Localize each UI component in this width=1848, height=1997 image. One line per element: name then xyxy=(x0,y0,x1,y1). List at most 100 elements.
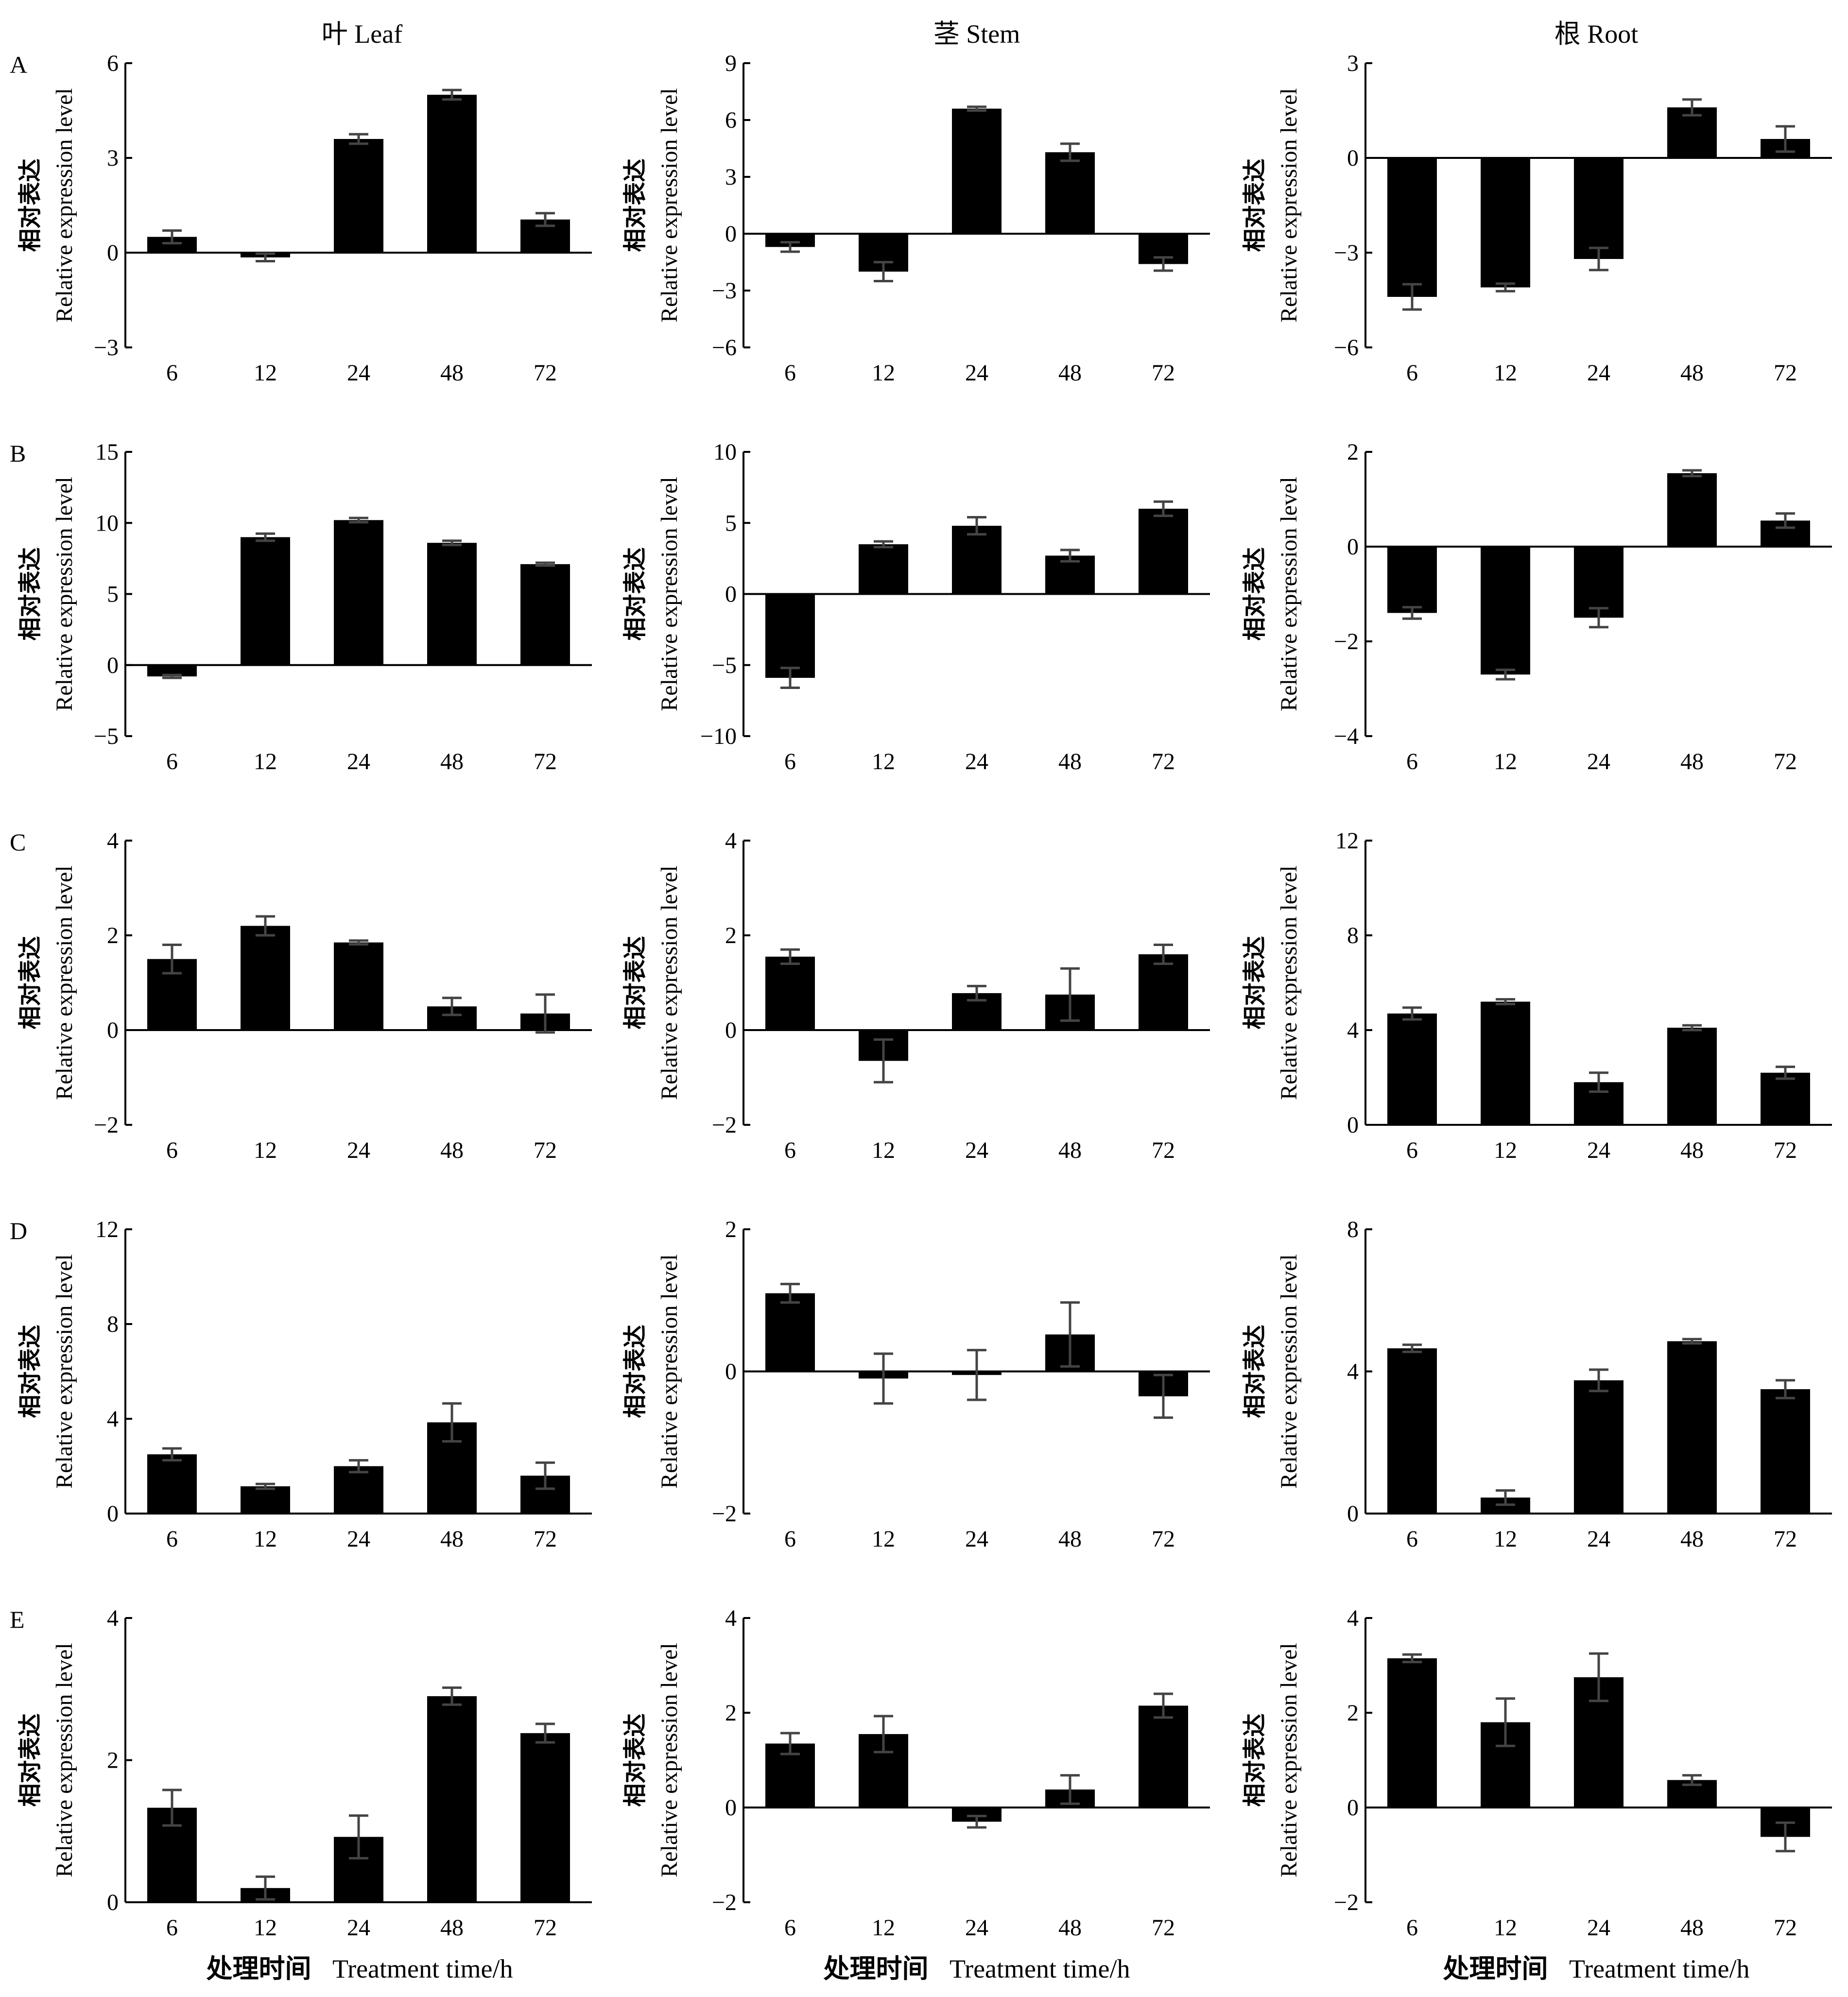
x-tick-label: 12 xyxy=(254,749,277,775)
row-letter-b: B xyxy=(10,440,26,467)
bar-24h xyxy=(1574,158,1623,259)
bar-6h xyxy=(1387,1013,1437,1125)
x-tick-label: 24 xyxy=(1587,1137,1610,1163)
error-bar xyxy=(967,1815,986,1829)
y-tick-label: 2 xyxy=(725,1217,737,1242)
bar-72h xyxy=(1139,509,1188,594)
x-tick-label: 48 xyxy=(1058,1915,1082,1941)
error-bar xyxy=(162,1447,182,1462)
x-tick-label: 48 xyxy=(1680,749,1704,775)
svg-text:处理时间 Treatment time/h: 处理时间 Treatment time/h xyxy=(1443,1954,1750,1983)
y-tick-label: 6 xyxy=(725,107,737,133)
svg-text:处理时间 Treatment time/h: 处理时间 Treatment time/h xyxy=(824,1954,1130,1983)
x-tick-label: 72 xyxy=(534,1137,557,1163)
y-tick-label: 2 xyxy=(1347,1700,1359,1726)
error-bar xyxy=(967,516,986,536)
x-tick-label: 72 xyxy=(1774,1137,1797,1163)
error-bar xyxy=(162,944,182,975)
bar-12h xyxy=(1481,547,1530,675)
error-bar xyxy=(874,1715,893,1754)
y-tick-label: −6 xyxy=(1334,335,1359,361)
x-tick-label: 72 xyxy=(1774,1915,1797,1941)
y-tick-label: 0 xyxy=(107,240,119,266)
y-tick-label: 4 xyxy=(107,1406,119,1432)
x-axis-label-stem: 处理时间 Treatment time/h xyxy=(824,1954,1130,1983)
x-tick-label: 48 xyxy=(1680,1526,1704,1552)
x-tick-label: 6 xyxy=(166,749,178,775)
y-tick-label: 0 xyxy=(1347,145,1359,171)
x-tick-label: 6 xyxy=(1406,360,1418,386)
bar-12h xyxy=(241,537,290,665)
y-tick-label: 0 xyxy=(725,582,737,607)
error-bar xyxy=(1154,944,1173,965)
y-tick-label: 3 xyxy=(1347,51,1359,76)
y-tick-label: −3 xyxy=(1334,240,1359,266)
x-tick-label: 24 xyxy=(965,360,988,386)
y-tick-label: −5 xyxy=(712,653,737,678)
y-label-en: Relative expression level xyxy=(1276,88,1302,323)
bar-24h xyxy=(1574,547,1623,618)
error-bar xyxy=(967,1349,986,1401)
error-bar xyxy=(1496,669,1515,681)
x-tick-label: 24 xyxy=(965,749,988,775)
row-letter-c: C xyxy=(10,828,26,856)
bar-48h xyxy=(1667,473,1717,547)
x-tick-label: 48 xyxy=(1058,360,1082,386)
x-axis-label-root: 处理时间 Treatment time/h xyxy=(1443,1954,1750,1983)
error-bar xyxy=(1402,283,1422,311)
error-bar xyxy=(1154,256,1173,272)
x-tick-label: 12 xyxy=(872,360,895,386)
error-bar xyxy=(1776,1821,1795,1853)
y-tick-label: 4 xyxy=(1347,1605,1359,1631)
error-bar xyxy=(349,939,368,946)
bar-6h xyxy=(1387,547,1437,613)
error-bar xyxy=(349,1814,368,1859)
error-bar xyxy=(256,1482,275,1490)
x-tick-label: 24 xyxy=(1587,1915,1610,1941)
bar-6h xyxy=(147,1454,197,1514)
row-letter-e: E xyxy=(10,1606,25,1633)
bar-48h xyxy=(427,95,477,253)
y-tick-label: −3 xyxy=(94,335,119,361)
column-header-stem: 茎 Stem xyxy=(933,19,1020,49)
x-tick-label: 24 xyxy=(1587,1526,1610,1552)
error-bar xyxy=(780,1283,800,1304)
error-bar xyxy=(1682,1024,1702,1032)
row-letter-d: D xyxy=(10,1217,27,1244)
error-bar xyxy=(349,1459,368,1474)
y-label-en: Relative expression level xyxy=(1276,865,1302,1100)
x-tick-label: 72 xyxy=(1152,360,1175,386)
x-tick-label: 72 xyxy=(1774,749,1797,775)
error-bar xyxy=(1496,1697,1515,1747)
bar-12h xyxy=(241,926,290,1030)
y-label-zh: 相对表达 xyxy=(1242,936,1268,1029)
y-tick-label: 9 xyxy=(725,51,737,76)
x-tick-label: 48 xyxy=(440,1526,464,1552)
y-label-zh: 相对表达 xyxy=(622,158,648,252)
x-tick-label: 72 xyxy=(1152,749,1175,775)
y-tick-label: 0 xyxy=(725,1017,737,1043)
x-tick-label: 12 xyxy=(1494,1137,1517,1163)
x-tick-label: 72 xyxy=(1774,360,1797,386)
y-tick-label: 10 xyxy=(95,510,119,536)
x-tick-label: 6 xyxy=(1406,749,1418,775)
error-bar xyxy=(162,673,182,679)
error-bar xyxy=(349,516,368,524)
y-tick-label: −4 xyxy=(1334,723,1359,749)
error-bar xyxy=(535,1722,555,1744)
row-letter-a: A xyxy=(10,51,27,78)
y-tick-label: 0 xyxy=(1347,1795,1359,1821)
x-tick-label: 48 xyxy=(1058,1137,1082,1163)
x-tick-label: 12 xyxy=(1494,360,1517,386)
panel-b-root: 相对表达 Relative expression level −4 −2 0 2 6 12 24… xyxy=(1242,439,1832,775)
x-label-zh: 处理时间 xyxy=(824,1954,929,1983)
bar-6h xyxy=(765,956,815,1030)
x-tick-label: 6 xyxy=(784,360,796,386)
y-label-en: Relative expression level xyxy=(656,477,682,711)
